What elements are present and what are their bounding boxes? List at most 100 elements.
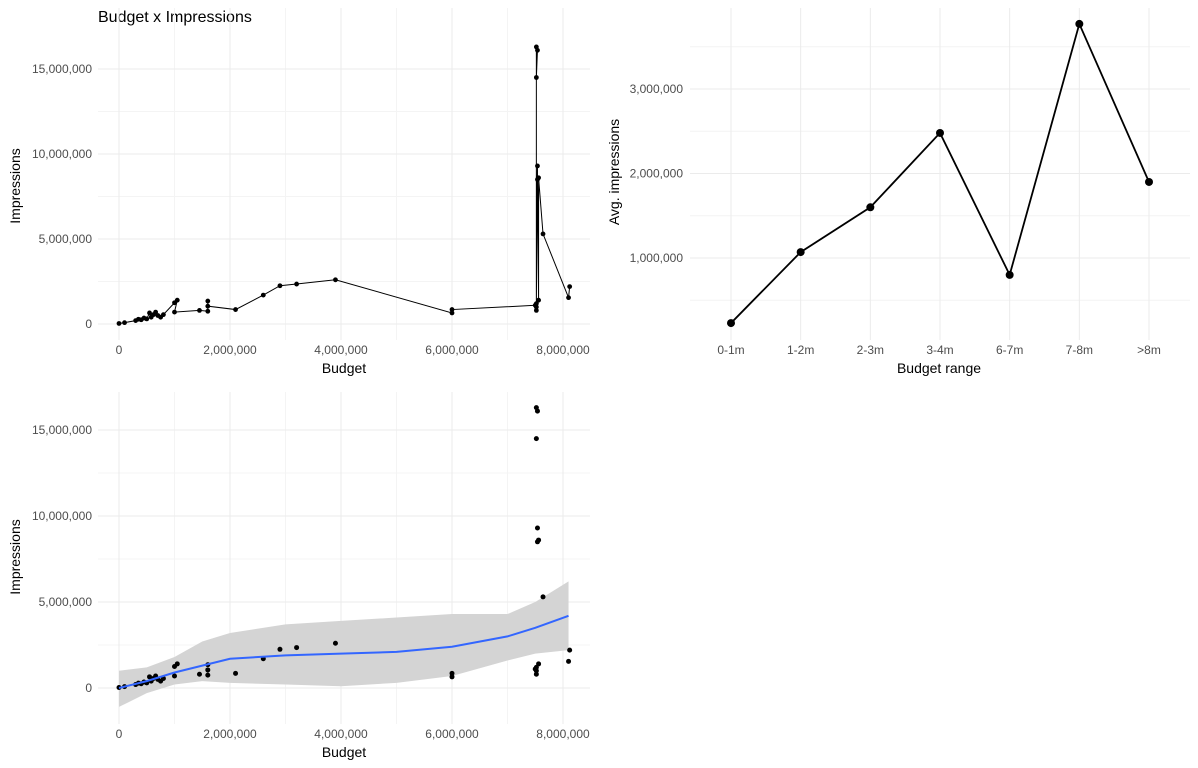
panel3-x-axis-title: Budget (322, 744, 366, 760)
data-point (533, 668, 539, 674)
data-point (172, 309, 177, 315)
data-point (567, 284, 573, 289)
x-tick-label: 0 (116, 343, 123, 357)
data-point (174, 661, 180, 667)
panel1-y-ticks: 0 5,000,000 10,000,000 15,000,000 (32, 62, 92, 331)
data-point (122, 320, 127, 326)
x-tick-label: 4,000,000 (314, 727, 368, 741)
data-point (533, 304, 539, 310)
data-point (153, 309, 159, 315)
data-point (1145, 177, 1153, 186)
data-point (277, 646, 283, 652)
data-point (535, 163, 540, 169)
data-point (566, 295, 571, 301)
y-tick-label: 15,000,000 (32, 62, 92, 76)
data-point (727, 319, 735, 328)
panel3-y-axis-title: Impressions (7, 519, 23, 594)
data-point (205, 672, 211, 678)
data-point (536, 537, 542, 543)
data-point (147, 310, 152, 316)
x-tick-label: 3-4m (926, 343, 953, 357)
data-point (534, 525, 540, 531)
data-point (233, 307, 238, 312)
panel2-x-axis-title: Budget range (897, 360, 981, 376)
data-point (536, 175, 541, 181)
panel2-y-ticks: 1,000,000 2,000,000 3,000,000 (630, 82, 684, 265)
panel2-series (727, 19, 1153, 328)
data-point (533, 671, 539, 677)
y-tick-label: 10,000,000 (32, 147, 92, 161)
x-tick-label: >8m (1137, 343, 1161, 357)
x-tick-label: 1-2m (787, 343, 814, 357)
x-tick-label: 0-1m (717, 343, 744, 357)
data-point (161, 312, 166, 318)
data-point (197, 308, 202, 313)
data-point (174, 297, 180, 303)
y-tick-label: 5,000,000 (39, 595, 93, 609)
panel1-grid (98, 8, 590, 340)
data-point (205, 298, 211, 304)
panel1-y-axis-title: Impressions (7, 148, 23, 223)
data-point (540, 594, 546, 600)
panel3-x-ticks: 0 2,000,000 4,000,000 6,000,000 8,000,000 (116, 727, 590, 741)
y-tick-label: 10,000,000 (32, 509, 92, 523)
panel1-series (116, 44, 573, 326)
panel2-x-ticks: 0-1m 1-2m 2-3m 3-4m 6-7m 7-8m >8m (717, 343, 1161, 357)
y-tick-label: 15,000,000 (32, 423, 92, 437)
x-tick-label: 7-8m (1066, 343, 1093, 357)
data-point (535, 47, 540, 53)
data-point (294, 645, 300, 651)
data-point (533, 436, 539, 442)
x-tick-label: 0 (116, 727, 123, 741)
panel2-grid (690, 8, 1190, 340)
x-tick-label: 6,000,000 (425, 727, 479, 741)
data-point (536, 297, 541, 303)
data-point (260, 292, 266, 298)
confidence-band (119, 581, 569, 707)
data-point (449, 310, 455, 316)
panel3-confidence-band (119, 581, 569, 707)
data-point (449, 307, 455, 312)
x-tick-label: 8,000,000 (536, 343, 590, 357)
x-tick-label: 2-3m (857, 343, 884, 357)
panel3-y-ticks: 0 5,000,000 10,000,000 15,000,000 (32, 423, 92, 695)
series-line (118, 46, 571, 324)
data-point (534, 408, 540, 414)
y-tick-label: 2,000,000 (630, 167, 684, 181)
data-point (205, 308, 211, 314)
data-point (116, 321, 122, 326)
data-point (294, 281, 299, 287)
data-point (533, 301, 539, 306)
data-point (540, 231, 546, 237)
x-tick-label: 2,000,000 (203, 727, 257, 741)
data-point (566, 658, 572, 664)
x-tick-label: 2,000,000 (203, 343, 257, 357)
data-point (277, 283, 283, 289)
data-point (172, 673, 177, 679)
data-point (144, 316, 150, 322)
data-point (536, 661, 542, 667)
panel2-y-axis-title: Avg. impressions (606, 119, 622, 225)
data-point (196, 671, 202, 677)
x-tick-label: 8,000,000 (536, 727, 590, 741)
x-tick-label: 6-7m (996, 343, 1023, 357)
y-tick-label: 1,000,000 (630, 251, 684, 265)
data-point (205, 303, 211, 309)
data-point (449, 670, 455, 676)
data-point (866, 203, 875, 212)
panel1-x-ticks: 0 2,000,000 4,000,000 6,000,000 8,000,000 (116, 343, 590, 357)
data-point (796, 248, 805, 257)
data-point (1005, 270, 1014, 279)
data-point (533, 75, 539, 80)
trend-line (118, 614, 569, 689)
panel-line-budget-impressions: Budget x Impressions 0 2,000,000 4,000,000… (7, 8, 590, 376)
panel-scatter-smooth: 0 2,000,000 4,000,000 6,000,000 8,000,000 0 5… (7, 392, 590, 760)
data-point (333, 277, 338, 283)
data-point (449, 674, 455, 680)
y-tick-label: 0 (85, 317, 92, 331)
data-point (205, 667, 211, 673)
y-tick-label: 3,000,000 (630, 82, 684, 96)
data-point (147, 674, 153, 680)
data-point (1075, 19, 1084, 28)
